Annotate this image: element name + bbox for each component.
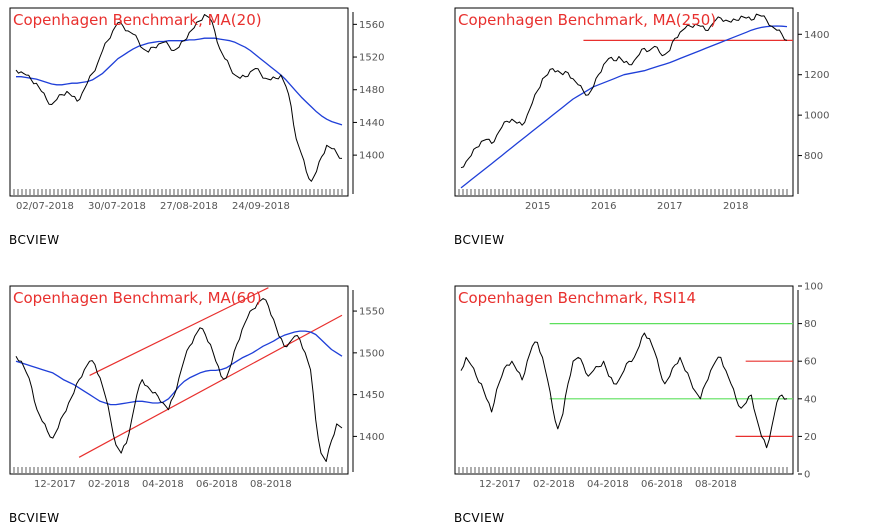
moving-average-line xyxy=(460,25,788,189)
y-tick-label: 1520 xyxy=(359,53,384,64)
y-tick-label: 1000 xyxy=(804,111,829,122)
x-tick-label: 2015 xyxy=(525,201,550,212)
x-tick-label: 24/09-2018 xyxy=(232,201,290,212)
plot-frame xyxy=(9,7,349,197)
chart-rsi14: 100 80 60 40 20 0 12-2017 02-2018 04-2018 06-2018… xyxy=(454,282,823,490)
y-tick-label: 1560 xyxy=(359,20,384,31)
y-tick-label: 0 xyxy=(804,470,810,481)
plot-frame xyxy=(454,7,794,197)
y-tick-label: 40 xyxy=(804,394,817,405)
brand-label: BCVIEW xyxy=(454,233,505,247)
y-tick-label: 100 xyxy=(804,282,823,293)
x-tick-label: 02/07-2018 xyxy=(16,201,74,212)
x-tick-label: 27/08-2018 xyxy=(160,201,218,212)
chart-panel-ma20: 1560 1520 1480 1440 1400 02/07-2018 30/07-2018… xyxy=(8,6,403,228)
chart-panel-ma250: 1400 1200 1000 800 2015 2016 2017 2018 Copenhage… xyxy=(453,6,848,228)
price-line xyxy=(15,14,343,182)
y-tick-label: 80 xyxy=(804,319,817,330)
plot-frame xyxy=(454,285,794,475)
y-tick-label: 1550 xyxy=(359,307,384,318)
x-tick-label: 08-2018 xyxy=(250,479,292,490)
price-line xyxy=(460,13,788,169)
chart-title: Copenhagen Benchmark, MA(20) xyxy=(13,11,262,29)
x-tick-label: 02-2018 xyxy=(88,479,130,490)
x-tick-label: 06-2018 xyxy=(641,479,683,490)
y-tick-label: 1480 xyxy=(359,85,384,96)
y-tick-label: 1400 xyxy=(359,432,384,443)
x-tick-label: 12-2017 xyxy=(479,479,521,490)
y-tick-label: 1500 xyxy=(359,348,384,359)
x-tick-label: 12-2017 xyxy=(34,479,76,490)
brand-label: BCVIEW xyxy=(454,511,505,525)
moving-average-line xyxy=(16,37,343,126)
moving-average-line xyxy=(15,330,343,406)
x-tick-label: 08-2018 xyxy=(695,479,737,490)
chart-title: Copenhagen Benchmark, MA(60) xyxy=(13,289,262,307)
chart-panel-ma60: 1550 1500 1450 1400 12-2017 02-2018 04-2018 06-… xyxy=(8,284,403,506)
chart-title: Copenhagen Benchmark, RSI14 xyxy=(458,289,696,307)
trend-line-1 xyxy=(89,287,269,376)
chart-panel-rsi14: 100 80 60 40 20 0 12-2017 02-2018 04-2018 06-2018… xyxy=(453,282,848,506)
y-tick-label: 1400 xyxy=(804,30,829,41)
y-tick-label: 1450 xyxy=(359,390,384,401)
y-tick-label: 60 xyxy=(804,357,817,368)
x-tick-label: 02-2018 xyxy=(533,479,575,490)
x-tick-label: 2016 xyxy=(591,201,616,212)
x-tick-label: 2017 xyxy=(657,201,682,212)
y-tick-label: 1440 xyxy=(359,118,384,129)
y-tick-label: 1400 xyxy=(359,151,384,162)
chart-ma250: 1400 1200 1000 800 2015 2016 2017 2018 Copenhage… xyxy=(454,7,829,212)
y-tick-label: 20 xyxy=(804,432,817,443)
chart-ma60: 1550 1500 1450 1400 12-2017 02-2018 04-2018 06-… xyxy=(9,285,384,490)
chart-title: Copenhagen Benchmark, MA(250) xyxy=(458,11,716,29)
y-tick-label: 1200 xyxy=(804,70,829,81)
trend-line-2 xyxy=(78,314,343,458)
x-tick-label: 30/07-2018 xyxy=(88,201,146,212)
x-tick-label: 06-2018 xyxy=(196,479,238,490)
x-tick-label: 04-2018 xyxy=(142,479,184,490)
price-line xyxy=(15,298,343,462)
x-tick-label: 04-2018 xyxy=(587,479,629,490)
brand-label: BCVIEW xyxy=(9,511,60,525)
brand-label: BCVIEW xyxy=(9,233,60,247)
rsi-line xyxy=(460,332,788,449)
x-tick-label: 2018 xyxy=(723,201,748,212)
chart-ma20: 1560 1520 1480 1440 1400 02/07-2018 30/07-2018… xyxy=(9,7,384,212)
y-tick-label: 800 xyxy=(804,151,823,162)
